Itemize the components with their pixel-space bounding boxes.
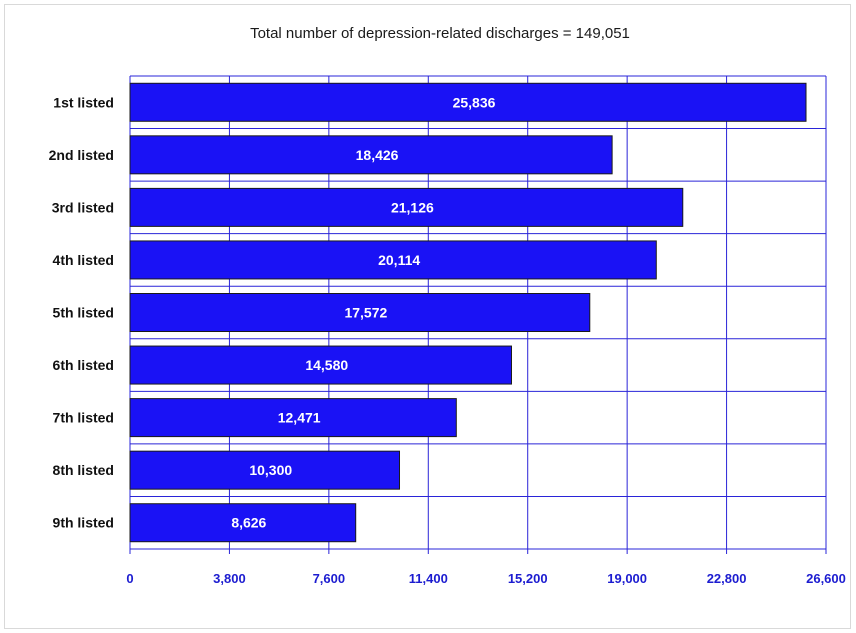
bar [129,398,457,438]
bar-value-label: 21,126 [391,199,434,215]
x-tick-label: 15,200 [508,571,548,586]
category-label: 7th listed [53,410,114,426]
category-label: 3rd listed [52,199,114,215]
bars-layer: 25,836 18,426 21,126 20,114 17,572 14,580 12,4… [129,82,807,543]
x-tick-label: 7,600 [313,571,346,586]
bar [129,293,591,332]
bar [129,345,512,385]
category-label: 6th listed [53,357,114,373]
category-label: 1st listed [53,94,114,110]
category-label: 2nd listed [49,147,114,163]
x-tick-label: 3,800 [213,571,246,586]
x-tick-label: 22,800 [707,571,747,586]
chart-title: Total number of depression-related disch… [250,25,630,42]
x-tick-label: 26,600 [806,571,846,586]
bar-value-label: 18,426 [356,147,399,163]
category-label: 4th listed [53,252,114,268]
bar [129,82,807,122]
category-labels: 1st listed 2nd listed 3rd listed 4th listed… [49,94,114,530]
bar-value-label: 20,114 [378,252,420,268]
bar [129,503,357,543]
bar [129,135,613,175]
x-tick-labels: 0 3,800 7,600 11,400 15,200 19,000 22,800 26,60… [126,571,846,586]
bar-value-label: 10,300 [249,462,292,478]
bar [129,240,657,280]
bar-value-label: 12,471 [278,410,321,426]
bar-value-label: 14,580 [305,357,348,373]
category-label: 5th listed [53,305,114,321]
category-label: 9th listed [53,515,114,531]
x-tick-label: 0 [126,571,133,586]
bar [129,187,684,227]
category-label: 8th listed [53,462,114,478]
x-tick-label: 19,000 [607,571,647,586]
bar-value-label: 17,572 [344,305,387,321]
bar-value-label: 8,626 [231,515,266,531]
bar-value-label: 25,836 [453,94,496,110]
x-tick-label: 11,400 [409,571,448,586]
bar [129,450,401,490]
